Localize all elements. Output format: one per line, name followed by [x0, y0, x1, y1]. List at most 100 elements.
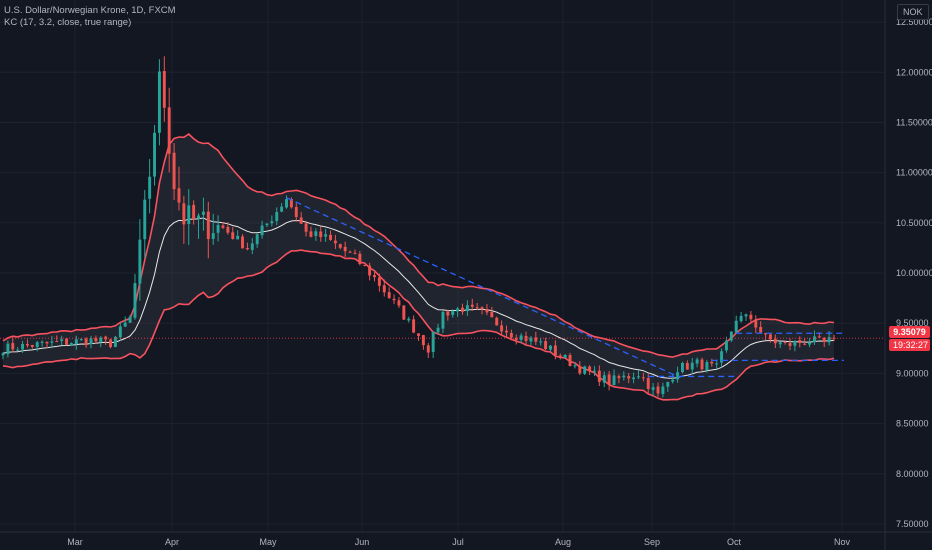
- candle-body: [265, 223, 269, 226]
- candle-body: [676, 372, 680, 380]
- candle-body: [319, 231, 323, 238]
- candle-body: [35, 342, 39, 347]
- candle-body: [148, 176, 152, 199]
- candle-body: [588, 366, 592, 372]
- candle-body: [505, 330, 508, 333]
- candle-body: [172, 152, 176, 190]
- candle-body: [461, 307, 464, 312]
- candle-body: [55, 341, 59, 343]
- price-tick-label: 12.50000: [896, 17, 932, 27]
- candle-body: [773, 338, 777, 344]
- candle-body: [685, 363, 689, 370]
- price-tick-label: 8.50000: [896, 419, 929, 429]
- candle-body: [485, 308, 489, 313]
- candle-body: [392, 298, 396, 301]
- candle-body: [544, 341, 548, 350]
- candle-body: [143, 199, 147, 240]
- candle-body: [113, 336, 117, 347]
- candle-body: [519, 335, 523, 340]
- candle-body: [456, 308, 460, 312]
- candle-body: [192, 204, 196, 220]
- candle-body: [343, 246, 347, 252]
- candle-body: [495, 317, 499, 326]
- candle-body: [426, 345, 430, 353]
- candle-body: [622, 375, 626, 378]
- candle-body: [270, 221, 274, 224]
- candle-body: [465, 305, 469, 312]
- price-tick-label: 10.50000: [896, 218, 932, 228]
- trend-line-down: [286, 197, 678, 378]
- candle-body: [60, 339, 64, 342]
- candle-body: [500, 325, 504, 332]
- candle-body: [446, 311, 450, 316]
- candle-body: [74, 339, 78, 345]
- candle-body: [16, 349, 20, 351]
- candle-body: [353, 252, 357, 254]
- candle-body: [715, 363, 719, 365]
- time-tick-label: Jun: [355, 537, 370, 547]
- candle-body: [94, 337, 98, 342]
- candle-body: [245, 247, 249, 250]
- candle-body: [788, 343, 792, 346]
- keltner-middle-band: [2, 217, 835, 379]
- candle-body: [65, 338, 69, 345]
- time-tick-label: Jul: [452, 537, 464, 547]
- candle-body: [680, 362, 684, 373]
- candle-body: [583, 366, 587, 374]
- candle-body: [294, 207, 298, 217]
- keltner-fill: [3, 134, 834, 400]
- candle-body: [69, 343, 73, 346]
- candle-body: [377, 277, 381, 286]
- candle-body: [729, 331, 733, 341]
- candle-body: [695, 359, 699, 364]
- price-tick-label: 11.00000: [896, 168, 932, 178]
- candle-body: [710, 361, 714, 364]
- candle-body: [358, 253, 362, 265]
- candle-body: [162, 71, 166, 108]
- price-tick-label: 8.00000: [896, 469, 929, 479]
- time-tick-label: Aug: [555, 537, 571, 547]
- candle-body: [602, 375, 606, 383]
- candle-body: [280, 206, 284, 212]
- candle-body: [6, 343, 10, 355]
- candle-body: [607, 374, 611, 385]
- candle-body: [441, 311, 445, 329]
- candle-body: [475, 307, 479, 309]
- candle-body: [255, 234, 259, 245]
- candle-body: [417, 333, 420, 336]
- candle-body: [363, 264, 367, 266]
- price-tick-label: 7.50000: [896, 519, 929, 529]
- candle-body: [700, 359, 704, 370]
- price-tick-label: 9.50000: [896, 318, 929, 328]
- keltner-lower-band: [2, 249, 835, 401]
- candle-body: [216, 224, 220, 233]
- indicator-title[interactable]: KC (17, 3.2, close, true range): [4, 17, 132, 28]
- candle-body: [764, 333, 768, 335]
- candle-body: [509, 333, 513, 338]
- candle-body: [123, 322, 127, 327]
- candle-body: [798, 340, 802, 344]
- candle-body: [563, 355, 567, 358]
- currency-badge[interactable]: NOK: [897, 4, 929, 20]
- candle-body: [138, 239, 142, 284]
- candle-body: [827, 337, 831, 343]
- candle-body: [387, 292, 391, 298]
- candle-body: [206, 211, 210, 240]
- candle-body: [182, 203, 186, 225]
- time-tick-label: Oct: [727, 537, 742, 547]
- candle-body: [817, 336, 821, 338]
- candle-body: [348, 251, 352, 253]
- candle-body: [397, 300, 401, 306]
- candle-body: [705, 362, 709, 371]
- candle-body: [285, 199, 288, 208]
- candle-body: [539, 341, 543, 343]
- last-price-label: 9.35079: [889, 326, 930, 339]
- candle-body: [759, 327, 763, 333]
- time-tick-label: Sep: [644, 537, 660, 547]
- time-tick-label: Apr: [165, 537, 179, 547]
- candle-body: [661, 386, 665, 395]
- candle-body: [338, 244, 342, 248]
- candle-body: [739, 315, 743, 322]
- candle-body: [627, 376, 631, 379]
